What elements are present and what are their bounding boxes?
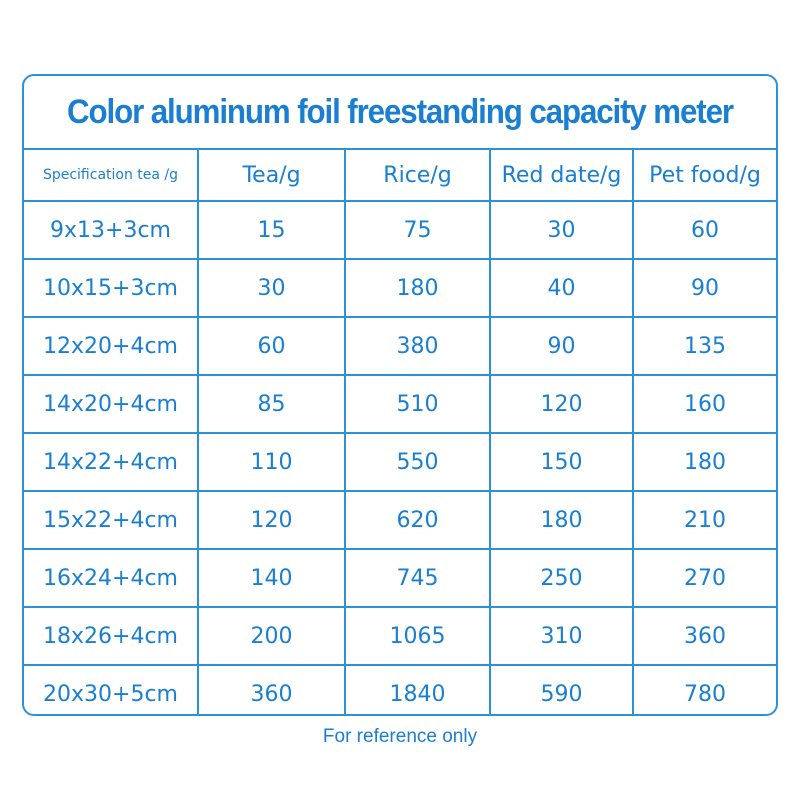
cell-specification: 10x15+3cm [24,258,199,318]
cell-rice: 1840 [344,664,491,714]
cell-red-date: 30 [489,200,634,260]
cell-red-date: 180 [489,490,634,550]
cell-rice: 1065 [344,606,491,666]
cell-specification: 18x26+4cm [24,606,199,666]
cell-specification: 16x24+4cm [24,548,199,608]
cell-tea: 15 [197,200,346,260]
cell-pet-food: 60 [632,200,776,260]
table-row: 14x20+4cm 85 510 120 160 [24,374,776,434]
cell-red-date: 150 [489,432,634,492]
cell-specification: 9x13+3cm [24,200,199,260]
table-row: 9x13+3cm 15 75 30 60 [24,200,776,260]
cell-tea: 360 [197,664,346,714]
header-rice: Rice/g [344,148,491,202]
cell-red-date: 120 [489,374,634,434]
cell-specification: 12x20+4cm [24,316,199,376]
cell-pet-food: 90 [632,258,776,318]
cell-tea: 140 [197,548,346,608]
cell-specification: 14x22+4cm [24,432,199,492]
table-row: 16x24+4cm 140 745 250 270 [24,548,776,608]
cell-pet-food: 160 [632,374,776,434]
cell-rice: 620 [344,490,491,550]
cell-rice: 550 [344,432,491,492]
cell-pet-food: 270 [632,548,776,608]
cell-pet-food: 210 [632,490,776,550]
cell-tea: 85 [197,374,346,434]
cell-tea: 120 [197,490,346,550]
cell-rice: 75 [344,200,491,260]
capacity-table-frame: Color aluminum foil freestanding capacit… [22,74,778,716]
table-row: 18x26+4cm 200 1065 310 360 [24,606,776,666]
cell-tea: 60 [197,316,346,376]
header-row: Specification tea /g Tea/g Rice/g Red da… [24,148,776,202]
cell-pet-food: 135 [632,316,776,376]
cell-red-date: 250 [489,548,634,608]
header-tea: Tea/g [197,148,346,202]
cell-red-date: 90 [489,316,634,376]
header-red-date: Red date/g [489,148,634,202]
cell-tea: 200 [197,606,346,666]
reference-note: For reference only [322,726,478,747]
cell-red-date: 590 [489,664,634,714]
table-row: 14x22+4cm 110 550 150 180 [24,432,776,492]
cell-tea: 30 [197,258,346,318]
cell-rice: 745 [344,548,491,608]
cell-specification: 15x22+4cm [24,490,199,550]
table-row: 10x15+3cm 30 180 40 90 [24,258,776,318]
cell-tea: 110 [197,432,346,492]
cell-specification: 14x20+4cm [24,374,199,434]
header-specification: Specification tea /g [24,148,199,202]
header-pet-food: Pet food/g [632,148,776,202]
cell-red-date: 40 [489,258,634,318]
cell-rice: 510 [344,374,491,434]
cell-pet-food: 360 [632,606,776,666]
cell-pet-food: 780 [632,664,776,714]
table-row: 15x22+4cm 120 620 180 210 [24,490,776,550]
cell-pet-food: 180 [632,432,776,492]
table-row: 20x30+5cm 360 1840 590 780 [24,664,776,714]
cell-specification: 20x30+5cm [24,664,199,714]
cell-rice: 180 [344,258,491,318]
table-title: Color aluminum foil freestanding capacit… [67,92,734,131]
table-row: 12x20+4cm 60 380 90 135 [24,316,776,376]
capacity-table: Specification tea /g Tea/g Rice/g Red da… [24,148,776,714]
cell-rice: 380 [344,316,491,376]
cell-red-date: 310 [489,606,634,666]
